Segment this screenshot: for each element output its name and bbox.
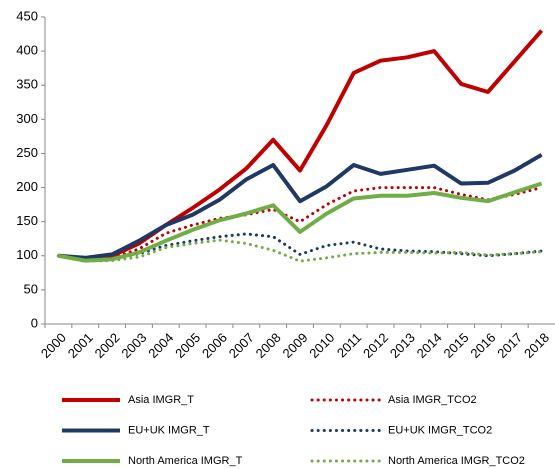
x-tick-label: 2010 (306, 330, 337, 361)
x-tick-label: 2001 (65, 330, 96, 361)
x-tick-label: 2012 (360, 330, 391, 361)
y-tick-label: 250 (16, 145, 38, 160)
x-tick-label: 2008 (253, 330, 284, 361)
series-line (58, 29, 544, 261)
x-tick-label: 2015 (441, 330, 472, 361)
x-tick-label: 2013 (387, 330, 418, 361)
x-tick-label: 2006 (199, 330, 230, 361)
y-tick-label: 400 (16, 43, 38, 58)
legend-label: North America IMGR_TCO2 (388, 455, 525, 467)
x-tick-label: 2011 (334, 330, 364, 360)
x-tick-label: 2004 (145, 330, 176, 361)
y-tick-label: 50 (24, 281, 38, 296)
x-tick-label: 2002 (92, 330, 123, 361)
series-line (58, 153, 543, 260)
x-tick-label: 2003 (118, 330, 149, 361)
y-tick-label: 450 (16, 8, 38, 23)
y-tick-label: 350 (16, 77, 38, 92)
legend-label: North America IMGR_T (128, 455, 243, 467)
series-line (58, 181, 543, 263)
x-tick-label: 2017 (494, 330, 525, 361)
y-tick-label: 200 (16, 179, 38, 194)
x-tick-label: 2005 (172, 330, 203, 361)
legend-label: EU+UK IMGR_TCO2 (388, 424, 492, 436)
x-tick-label: 2018 (521, 330, 552, 361)
series-line (56, 238, 544, 263)
legend-label: EU+UK IMGR_T (128, 424, 210, 436)
x-tick-label: 2014 (414, 330, 445, 361)
y-tick-label: 300 (16, 111, 38, 126)
x-tick-label: 2007 (226, 330, 257, 361)
y-tick-label: 150 (16, 213, 38, 228)
legend-label: Asia IMGR_T (128, 394, 194, 406)
legend-label: Asia IMGR_TCO2 (388, 394, 477, 406)
x-tick-label: 2009 (279, 330, 310, 361)
y-tick-label: 100 (16, 247, 38, 262)
x-tick-label: 2016 (467, 330, 498, 361)
y-tick-label: 0 (31, 315, 38, 330)
x-tick-label: 2000 (38, 330, 69, 361)
